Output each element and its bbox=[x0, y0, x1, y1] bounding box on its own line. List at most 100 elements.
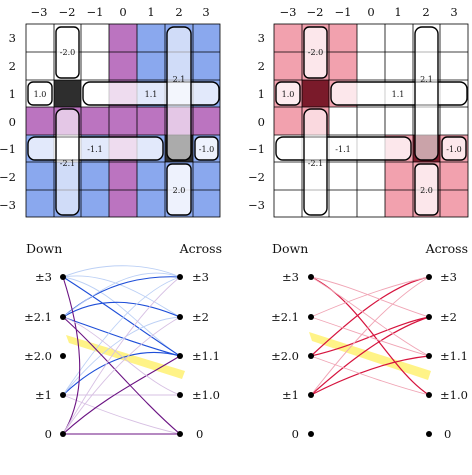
right-across-labels: ±3 ±2 ±1.1 ±1.0 0 bbox=[440, 270, 468, 441]
right-grid-fills bbox=[274, 24, 468, 217]
across-node bbox=[177, 431, 183, 437]
across-label: ±1.1 bbox=[440, 349, 468, 363]
pill-label: 1.0 bbox=[34, 90, 47, 99]
pill-label: -2.1 bbox=[308, 159, 323, 168]
left-bipartite-edges bbox=[62, 265, 181, 435]
edge bbox=[62, 316, 181, 357]
pill-1-0 bbox=[27, 81, 53, 106]
pill-label: -1.0 bbox=[199, 145, 214, 154]
down-node bbox=[60, 392, 66, 398]
left-across-labels: ±3 ±2 ±1.1 ±1.0 0 bbox=[192, 270, 220, 441]
pill-label: -2.1 bbox=[60, 159, 75, 168]
across-label: 0 bbox=[444, 427, 451, 441]
x-tick: −1 bbox=[87, 5, 104, 19]
edge bbox=[62, 272, 181, 318]
edge bbox=[62, 276, 81, 435]
y-tick: 2 bbox=[9, 59, 16, 73]
right-bipartite-graph: Down Across ±3 ±2.1 ±2.0 ±1 0 ±3 ±2 ±1.1… bbox=[271, 241, 468, 441]
down-node bbox=[60, 314, 66, 320]
x-tick: −2 bbox=[59, 5, 76, 19]
across-label: ±3 bbox=[192, 270, 209, 284]
y-tick: 0 bbox=[9, 115, 16, 129]
x-tick: 0 bbox=[119, 5, 126, 19]
y-tick: −1 bbox=[248, 142, 265, 156]
y-tick: −3 bbox=[0, 198, 16, 212]
left-grid-panel: −3 −2 −1 0 1 2 3 3 2 1 0 −1 −2 −3 bbox=[0, 5, 221, 218]
down-label: ±1 bbox=[35, 388, 52, 402]
highlight-band bbox=[66, 335, 185, 379]
pill-minus-1-0 bbox=[194, 136, 219, 161]
across-node bbox=[426, 274, 432, 280]
dark-cell bbox=[54, 80, 81, 107]
right-grid-pills bbox=[275, 26, 468, 216]
pill-label: 1.1 bbox=[392, 90, 405, 99]
right-bipartite-nodes bbox=[308, 274, 432, 437]
y-tick: 2 bbox=[258, 59, 265, 73]
across-node bbox=[426, 314, 432, 320]
left-down-labels: ±3 ±2.1 ±2.0 ±1 0 bbox=[24, 270, 52, 441]
across-label: ±1.0 bbox=[192, 388, 220, 402]
y-tick: −2 bbox=[0, 170, 16, 184]
right-grid-pill-labels: -2.0 1.0 1.1 2.1 -1.1 -2.1 -1.0 2.0 bbox=[282, 48, 462, 195]
pill-label: 2.0 bbox=[420, 186, 433, 195]
across-label: ±3 bbox=[440, 270, 457, 284]
edge bbox=[310, 355, 430, 396]
y-tick: 3 bbox=[258, 31, 265, 45]
y-tick: −1 bbox=[0, 142, 16, 156]
pill-2-0 bbox=[166, 163, 192, 216]
edge bbox=[62, 316, 181, 435]
edge bbox=[62, 316, 181, 396]
edge bbox=[310, 355, 430, 396]
down-label: ±2.1 bbox=[271, 310, 299, 324]
pill-minus-2-1 bbox=[55, 108, 80, 216]
x-tick: −1 bbox=[335, 5, 352, 19]
left-grid-pill-labels: -2.0 1.0 1.1 2.1 -1.1 -2.1 -1.0 2.0 bbox=[34, 48, 215, 195]
grid-border bbox=[273, 23, 469, 218]
across-node bbox=[426, 431, 432, 437]
down-label: ±2.0 bbox=[24, 349, 52, 363]
down-title: Down bbox=[26, 241, 62, 256]
pill-2-1 bbox=[166, 26, 192, 161]
x-tick: −2 bbox=[307, 5, 324, 19]
x-tick: −3 bbox=[31, 5, 48, 19]
down-label: ±2.0 bbox=[271, 349, 299, 363]
across-label: ±1.1 bbox=[192, 349, 220, 363]
highlight-band bbox=[309, 332, 431, 380]
y-tick: −2 bbox=[248, 170, 265, 184]
across-node bbox=[426, 353, 432, 359]
down-label: 0 bbox=[292, 427, 299, 441]
right-grid-x-ticks: −3 −2 −1 0 1 2 3 bbox=[280, 5, 458, 19]
down-label: ±3 bbox=[282, 270, 299, 284]
down-node bbox=[60, 353, 66, 359]
edge bbox=[310, 276, 430, 396]
down-node bbox=[308, 353, 314, 359]
pink-column bbox=[274, 24, 302, 135]
grid-border bbox=[25, 23, 221, 218]
across-node bbox=[177, 353, 183, 359]
edge bbox=[62, 276, 181, 357]
pill-minus-1-0 bbox=[441, 136, 467, 161]
pill-label: 1.0 bbox=[282, 90, 295, 99]
left-grid-x-ticks: −3 −2 −1 0 1 2 3 bbox=[31, 5, 210, 19]
across-label: ±2 bbox=[192, 310, 209, 324]
down-node bbox=[60, 431, 66, 437]
edge bbox=[310, 316, 430, 357]
x-tick: 0 bbox=[367, 5, 374, 19]
down-node bbox=[308, 392, 314, 398]
edge bbox=[310, 276, 430, 357]
pill-label: -2.0 bbox=[60, 48, 75, 57]
pill-label: -1.0 bbox=[446, 145, 461, 154]
down-label: 0 bbox=[45, 427, 52, 441]
edge bbox=[62, 351, 181, 396]
x-tick: 3 bbox=[450, 5, 457, 19]
across-title: Across bbox=[179, 241, 222, 256]
right-grid-y-ticks: 3 2 1 0 −1 −2 −3 bbox=[248, 31, 265, 212]
x-tick: 1 bbox=[147, 5, 154, 19]
down-node bbox=[308, 274, 314, 280]
down-label: ±1 bbox=[282, 388, 299, 402]
down-node bbox=[60, 274, 66, 280]
pill-label: -1.1 bbox=[87, 145, 102, 154]
edge bbox=[310, 316, 430, 396]
across-label: ±2 bbox=[440, 310, 457, 324]
y-tick: 0 bbox=[258, 115, 265, 129]
